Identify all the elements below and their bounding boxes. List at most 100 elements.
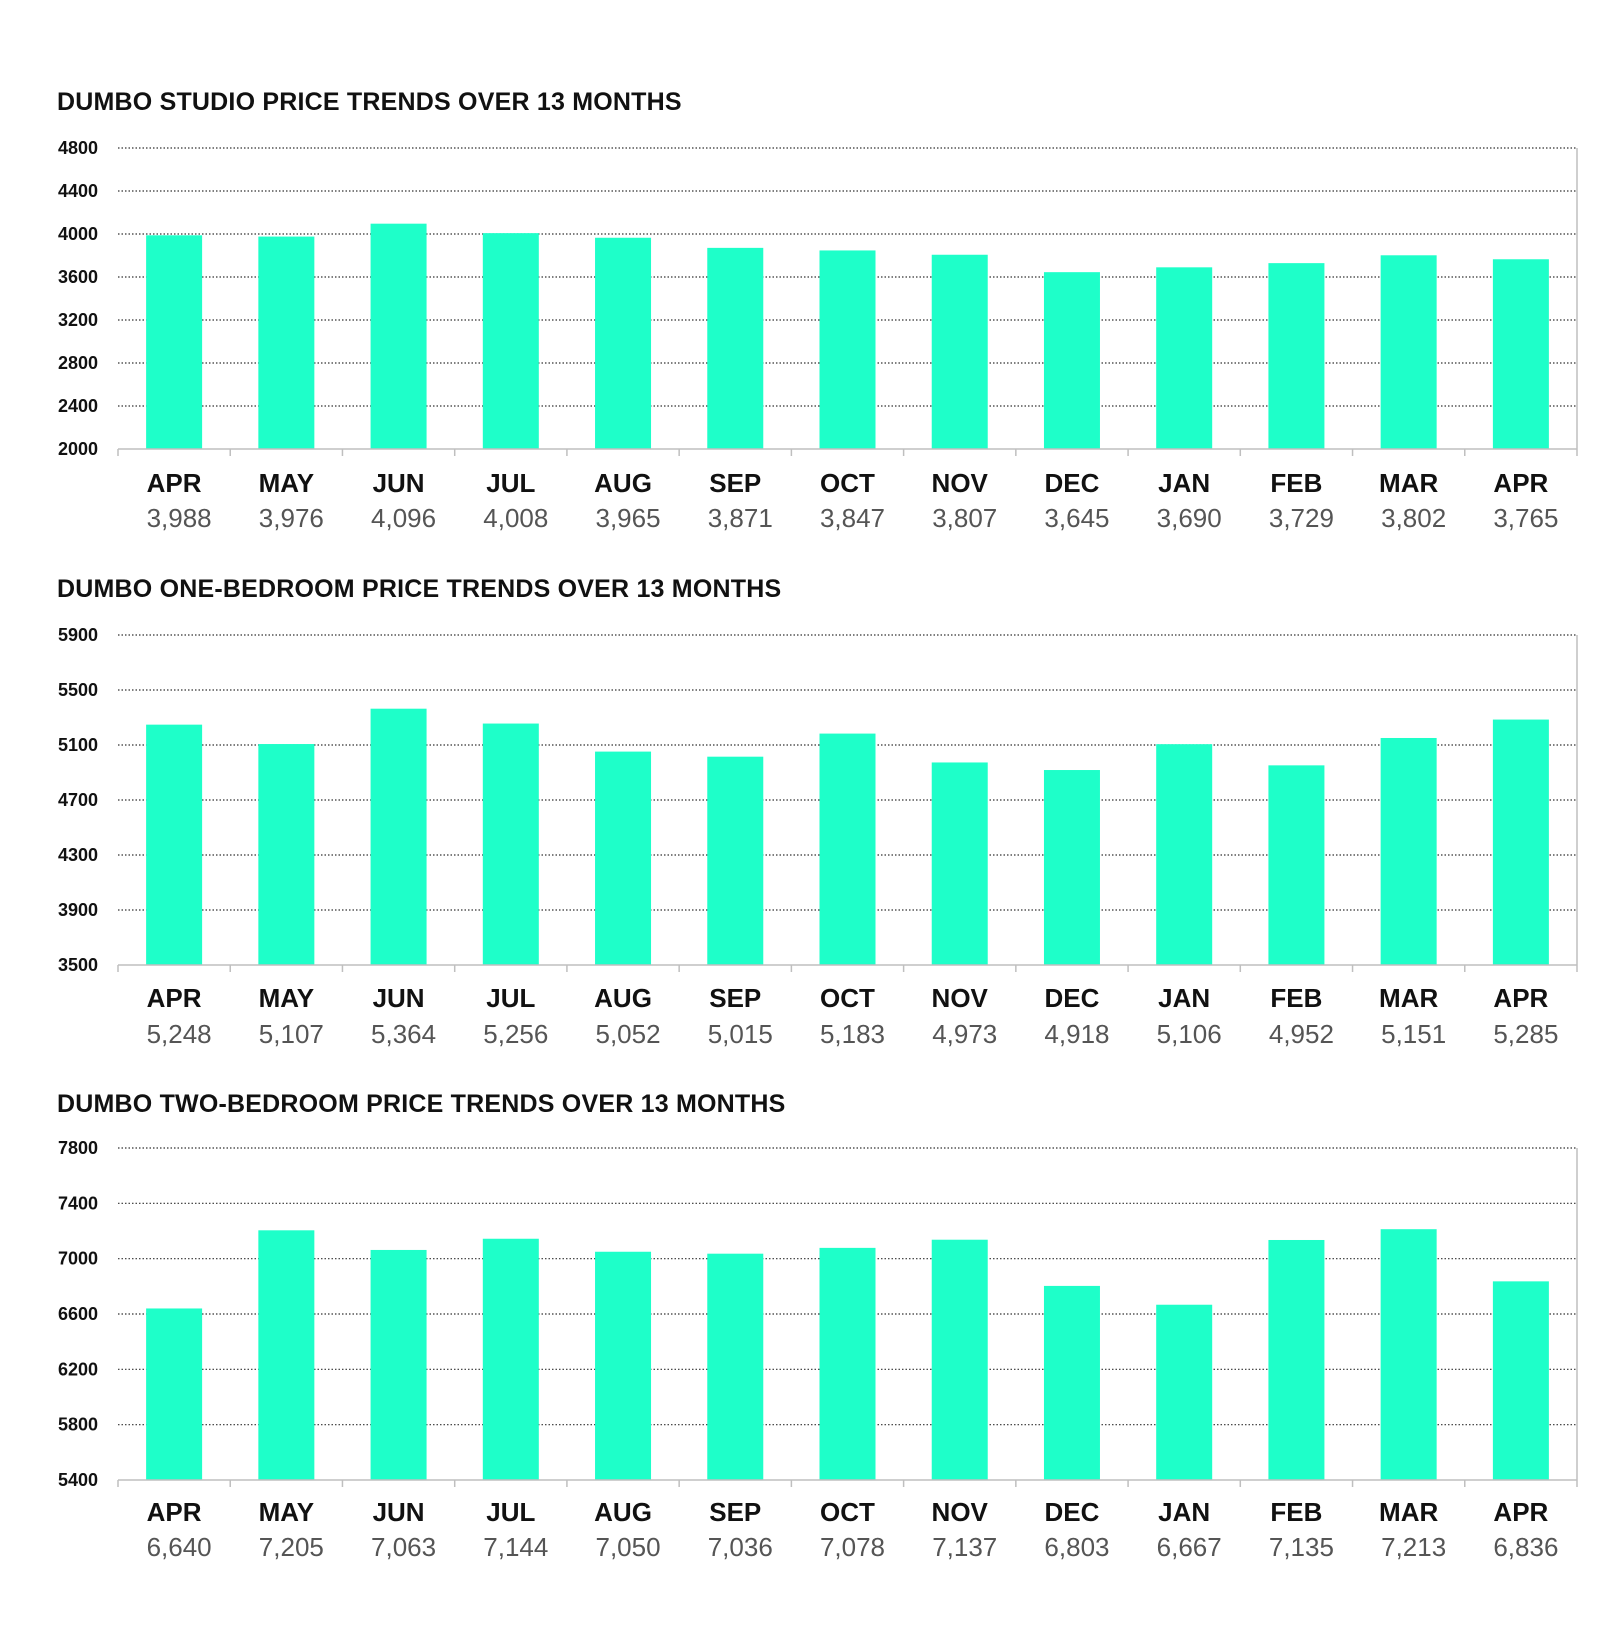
x-category-label: DEC xyxy=(1045,983,1100,1013)
bar-value-label: 7,063 xyxy=(371,1532,436,1562)
bar-value-label: 6,640 xyxy=(147,1532,212,1562)
bar xyxy=(1043,1285,1100,1480)
bar-value-label: 4,008 xyxy=(483,503,548,533)
x-category-label: APR xyxy=(1493,468,1548,498)
bar xyxy=(1492,259,1549,449)
bar-value-label: 5,052 xyxy=(595,1019,660,1049)
x-category-label: APR xyxy=(147,983,202,1013)
bar-value-label: 5,364 xyxy=(371,1019,436,1049)
bar-value-label: 5,183 xyxy=(820,1019,885,1049)
x-category-label: JUL xyxy=(486,1497,535,1527)
chart-title: DUMBO STUDIO PRICE TRENDS OVER 13 MONTHS xyxy=(57,88,682,116)
x-category-label: SEP xyxy=(709,983,761,1013)
bar xyxy=(1492,1281,1549,1480)
bar-value-label: 5,285 xyxy=(1493,1019,1558,1049)
bar xyxy=(819,733,876,965)
bar-value-label: 7,036 xyxy=(708,1532,773,1562)
bar xyxy=(482,723,539,965)
x-category-label: JAN xyxy=(1158,1497,1210,1527)
x-category-label: NOV xyxy=(932,983,989,1013)
bar-value-label: 3,965 xyxy=(595,503,660,533)
bar-value-label: 6,836 xyxy=(1493,1532,1558,1562)
bar xyxy=(1492,719,1549,965)
x-category-label: APR xyxy=(147,1497,202,1527)
bar-value-label: 7,135 xyxy=(1269,1532,1334,1562)
x-category-label: MAY xyxy=(259,468,314,498)
bar xyxy=(1380,255,1437,449)
y-tick-label: 7400 xyxy=(58,1193,98,1213)
bar-value-label: 3,802 xyxy=(1381,503,1446,533)
bar xyxy=(707,1253,764,1480)
y-tick-label: 6200 xyxy=(58,1359,98,1379)
bar xyxy=(1268,263,1325,449)
bar xyxy=(707,756,764,965)
bar xyxy=(482,233,539,449)
bar-value-label: 3,976 xyxy=(259,503,324,533)
x-category-label: JUN xyxy=(373,1497,425,1527)
bar-value-label: 5,256 xyxy=(483,1019,548,1049)
bar-value-label: 3,847 xyxy=(820,503,885,533)
bar-value-label: 3,645 xyxy=(1044,503,1109,533)
x-category-label: OCT xyxy=(820,983,875,1013)
y-tick-label: 4800 xyxy=(58,138,98,158)
x-category-label: OCT xyxy=(820,1497,875,1527)
x-category-label: NOV xyxy=(932,1497,989,1527)
y-tick-label: 5100 xyxy=(58,735,98,755)
x-category-label: APR xyxy=(1493,1497,1548,1527)
x-category-label: AUG xyxy=(594,1497,652,1527)
bar xyxy=(1043,770,1100,965)
x-category-label: MAR xyxy=(1379,983,1438,1013)
bar-value-label: 3,765 xyxy=(1493,503,1558,533)
bar-value-label: 4,952 xyxy=(1269,1019,1334,1049)
x-category-label: DEC xyxy=(1045,468,1100,498)
y-tick-label: 3500 xyxy=(58,955,98,975)
x-category-label: DEC xyxy=(1045,1497,1100,1527)
bar xyxy=(370,708,427,965)
bar xyxy=(1380,1229,1437,1480)
y-tick-label: 3900 xyxy=(58,900,98,920)
y-tick-label: 5800 xyxy=(58,1415,98,1435)
chart-title: DUMBO ONE-BEDROOM PRICE TRENDS OVER 13 M… xyxy=(57,575,782,603)
bar-value-label: 5,248 xyxy=(147,1019,212,1049)
y-tick-label: 5500 xyxy=(58,680,98,700)
x-category-label: AUG xyxy=(594,983,652,1013)
bar-value-label: 5,107 xyxy=(259,1019,324,1049)
bar xyxy=(595,751,652,965)
bar-value-label: 5,015 xyxy=(708,1019,773,1049)
x-category-label: SEP xyxy=(709,468,761,498)
bar xyxy=(370,1249,427,1480)
x-category-label: NOV xyxy=(932,468,989,498)
bar xyxy=(1156,744,1213,965)
bar-value-label: 3,690 xyxy=(1157,503,1222,533)
y-tick-label: 7800 xyxy=(58,1138,98,1158)
bar xyxy=(595,1251,652,1480)
chart-title: DUMBO TWO-BEDROOM PRICE TRENDS OVER 13 M… xyxy=(57,1090,786,1118)
bar xyxy=(258,1230,315,1480)
x-category-label: FEB xyxy=(1270,983,1322,1013)
bar xyxy=(707,247,764,449)
x-category-label: MAY xyxy=(259,1497,314,1527)
bar-value-label: 3,729 xyxy=(1269,503,1334,533)
y-tick-label: 4000 xyxy=(58,224,98,244)
x-category-label: MAY xyxy=(259,983,314,1013)
bar-value-label: 5,151 xyxy=(1381,1019,1446,1049)
bar-value-label: 5,106 xyxy=(1157,1019,1222,1049)
y-tick-label: 3200 xyxy=(58,310,98,330)
bar xyxy=(1380,737,1437,965)
bar xyxy=(258,744,315,965)
y-tick-label: 5900 xyxy=(58,625,98,645)
x-category-label: OCT xyxy=(820,468,875,498)
bar-value-label: 4,973 xyxy=(932,1019,997,1049)
y-tick-label: 4300 xyxy=(58,845,98,865)
bar xyxy=(370,223,427,449)
bar-value-label: 4,096 xyxy=(371,503,436,533)
x-category-label: FEB xyxy=(1270,468,1322,498)
x-category-label: JAN xyxy=(1158,983,1210,1013)
bar-value-label: 4,918 xyxy=(1044,1019,1109,1049)
bar-value-label: 7,213 xyxy=(1381,1532,1446,1562)
bar xyxy=(258,236,315,449)
bar xyxy=(931,762,988,965)
x-category-label: JUN xyxy=(373,983,425,1013)
y-tick-label: 3600 xyxy=(58,267,98,287)
